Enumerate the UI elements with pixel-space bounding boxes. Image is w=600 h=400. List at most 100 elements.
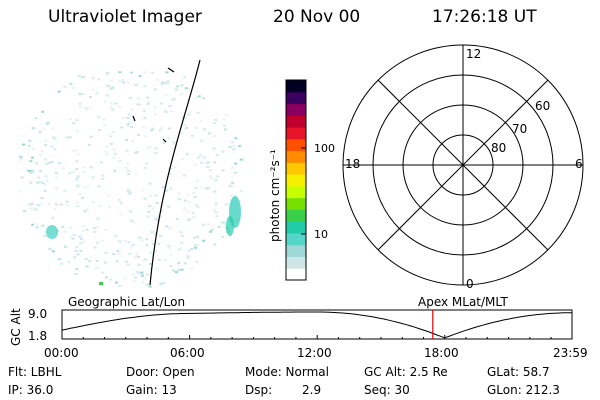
noise-pixel	[137, 103, 141, 106]
noise-pixel	[146, 215, 150, 218]
noise-pixel	[72, 171, 76, 173]
noise-pixel	[74, 273, 78, 275]
noise-pixel	[148, 194, 152, 197]
noise-pixel	[44, 158, 48, 161]
noise-pixel	[128, 252, 132, 255]
noise-pixel	[131, 273, 135, 276]
noise-pixel	[96, 266, 100, 269]
strip-left-title: Geographic Lat/Lon	[68, 295, 185, 309]
colorbar-swatch	[286, 256, 306, 269]
noise-pixel	[138, 272, 142, 275]
noise-pixel	[177, 248, 181, 251]
noise-pixel	[101, 174, 105, 177]
noise-pixel	[154, 232, 158, 235]
noise-pixel	[96, 241, 100, 244]
noise-pixel	[146, 96, 150, 99]
mlt-label-0: 0	[466, 277, 474, 291]
noise-pixel	[176, 85, 180, 88]
noise-pixel	[199, 161, 203, 164]
noise-pixel	[151, 127, 155, 130]
noise-pixel	[82, 93, 86, 96]
noise-pixel	[130, 108, 134, 111]
noise-pixel	[40, 149, 44, 152]
noise-pixel	[72, 86, 75, 89]
noise-pixel	[214, 179, 218, 182]
noise-pixel	[159, 102, 163, 105]
noise-pixel	[146, 102, 150, 105]
noise-pixel	[48, 247, 52, 250]
noise-pixel	[234, 171, 237, 174]
noise-pixel	[112, 148, 116, 151]
noise-pixel	[69, 236, 73, 239]
noise-pixel	[159, 282, 163, 285]
noise-pixel	[118, 80, 122, 83]
noise-pixel	[110, 87, 114, 89]
mlt-label-6: 6	[575, 157, 583, 171]
noise-pixel	[183, 199, 187, 202]
noise-pixel	[109, 102, 113, 105]
noise-pixel	[231, 181, 235, 184]
noise-pixel	[147, 100, 151, 103]
noise-pixel	[78, 93, 82, 96]
noise-pixel	[74, 250, 78, 252]
noise-pixel	[168, 105, 172, 107]
noise-pixel	[127, 172, 131, 175]
noise-pixel	[141, 281, 145, 284]
noise-pixel	[104, 150, 107, 153]
noise-pixel	[131, 140, 135, 142]
noise-pixel	[30, 202, 34, 205]
mlt-label-12: 12	[466, 47, 481, 61]
noise-pixel	[69, 226, 73, 229]
noise-pixel	[183, 174, 186, 177]
noise-pixel	[193, 244, 197, 246]
time-label: 17:26:18 UT	[432, 7, 537, 27]
noise-pixel	[19, 158, 23, 161]
noise-pixel	[153, 88, 157, 91]
noise-pixel	[208, 230, 212, 233]
noise-pixel	[115, 281, 118, 284]
colorbar-swatch	[286, 185, 306, 199]
noise-pixel	[239, 190, 243, 192]
noise-pixel	[59, 203, 63, 206]
noise-pixel	[84, 107, 88, 110]
noise-pixel	[208, 169, 212, 172]
noise-pixel	[187, 249, 191, 252]
noise-pixel	[190, 248, 194, 250]
noise-pixel	[138, 75, 142, 77]
noise-pixel	[110, 79, 114, 82]
noise-pixel	[95, 92, 99, 95]
noise-pixel	[216, 175, 220, 178]
noise-pixel	[221, 169, 225, 172]
noise-pixel	[39, 153, 43, 156]
noise-pixel	[212, 209, 216, 212]
noise-pixel	[229, 194, 233, 197]
noise-pixel	[103, 261, 107, 264]
noise-pixel	[210, 228, 214, 231]
noise-pixel	[35, 226, 39, 229]
noise-pixel	[141, 189, 145, 192]
noise-pixel	[63, 189, 67, 192]
noise-pixel	[63, 85, 67, 88]
noise-pixel	[125, 139, 128, 141]
noise-pixel	[113, 169, 117, 172]
noise-pixel	[183, 123, 187, 126]
noise-pixel	[91, 76, 95, 79]
noise-pixel	[150, 129, 154, 132]
noise-pixel	[108, 135, 112, 138]
colorbar-tick-100: 100	[314, 142, 335, 155]
noise-pixel	[53, 147, 57, 150]
noise-pixel	[119, 202, 123, 205]
noise-pixel	[84, 258, 88, 261]
noise-pixel	[34, 117, 38, 120]
noise-pixel	[224, 114, 228, 117]
colorbar-swatch	[286, 91, 306, 105]
noise-pixel	[74, 149, 78, 152]
noise-pixel	[57, 90, 61, 93]
noise-pixel	[172, 269, 176, 272]
noise-pixel	[100, 239, 104, 242]
noise-pixel	[47, 161, 51, 164]
strip-ylabel: GC Alt	[9, 308, 23, 346]
noise-pixel	[147, 210, 151, 213]
noise-pixel	[28, 203, 32, 206]
noise-pixel	[157, 242, 161, 245]
